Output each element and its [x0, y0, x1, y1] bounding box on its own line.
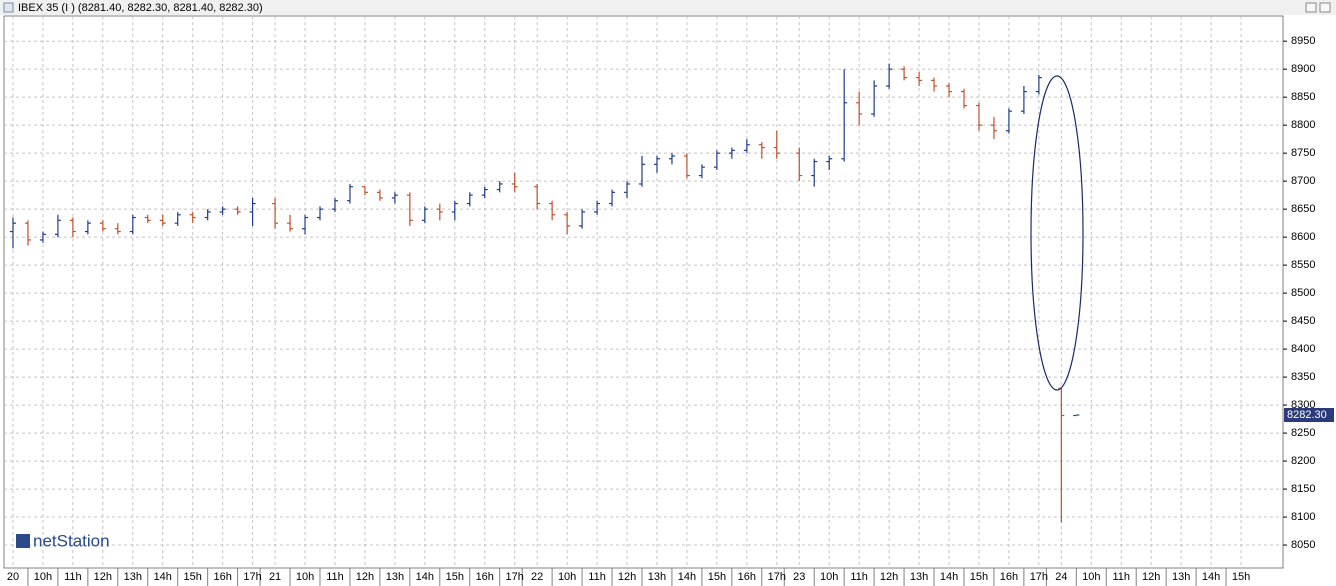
y-tick-label: 8950 [1291, 35, 1315, 47]
x-tick-label: 17h [243, 571, 261, 583]
window-icon [3, 2, 14, 13]
x-tick-label: 10h [558, 571, 576, 583]
x-tick-label: 23 [793, 571, 805, 583]
y-tick-label: 8750 [1291, 147, 1315, 159]
last-price-tag [1284, 407, 1334, 422]
x-tick-label: 11h [1112, 571, 1130, 583]
x-tick-label: 15h [708, 571, 726, 583]
y-tick-label: 8500 [1291, 287, 1315, 299]
y-tick-label: 8450 [1291, 315, 1315, 327]
x-tick-label: 13h [1172, 571, 1190, 583]
x-tick-label: 24 [1055, 571, 1067, 583]
bars [9, 63, 1080, 523]
plot-area [3, 15, 1284, 569]
x-tick-label: 12h [1142, 571, 1160, 583]
x-tick-label: 13h [386, 571, 404, 583]
x-tick-label: 11h [588, 571, 606, 583]
y-tick-label: 8700 [1291, 175, 1315, 187]
y-tick-label: 8600 [1291, 231, 1315, 243]
x-tick-label: 12h [94, 571, 112, 583]
y-tick-label: 8650 [1291, 203, 1315, 215]
x-tick-label: 15h [446, 571, 464, 583]
x-tick-label: 10h [34, 571, 52, 583]
x-tick-label: 17h [506, 571, 524, 583]
logo-icon [16, 534, 30, 548]
x-tick-label: 14h [940, 571, 958, 583]
x-tick-label: 10h [296, 571, 314, 583]
x-tick-label: 12h [880, 571, 898, 583]
x-tick-label: 12h [618, 571, 636, 583]
title-bar [0, 0, 1336, 15]
x-tick-label: 11h [326, 571, 344, 583]
x-tick-label: 20 [7, 571, 19, 583]
x-tick-label: 17h [1030, 571, 1048, 583]
x-tick-label: 17h [768, 571, 786, 583]
grid [4, 16, 1287, 586]
chart-title: IBEX 35 (I ) (8281.40, 8282.30, 8281.40,… [18, 2, 263, 14]
y-tick-label: 8300 [1291, 399, 1315, 411]
y-tick-label: 8900 [1291, 63, 1315, 75]
x-tick-label: 10h [1082, 571, 1100, 583]
x-tick-label: 14h [154, 571, 172, 583]
y-tick-label: 8100 [1291, 511, 1315, 523]
x-tick-label: 11h [64, 571, 82, 583]
x-tick-label: 21 [269, 571, 281, 583]
x-tick-label: 14h [678, 571, 696, 583]
minimize-button[interactable] [1305, 2, 1317, 13]
x-tick-label: 16h [213, 571, 231, 583]
x-tick-label: 10h [820, 571, 838, 583]
x-tick-label: 15h [1232, 571, 1250, 583]
x-tick-label: 22 [531, 571, 543, 583]
x-tick-label: 16h [1000, 571, 1018, 583]
logo: netStation [33, 531, 110, 550]
x-tick-label: 14h [1202, 571, 1220, 583]
x-tick-label: 16h [738, 571, 756, 583]
y-tick-label: 8850 [1291, 91, 1315, 103]
y-tick-label: 8350 [1291, 371, 1315, 383]
x-tick-label: 15h [970, 571, 988, 583]
x-tick-label: 16h [476, 571, 494, 583]
last-price-label: 8282.30 [1287, 409, 1327, 421]
x-tick-label: 12h [356, 571, 374, 583]
y-tick-label: 8800 [1291, 119, 1315, 131]
x-tick-label: 13h [648, 571, 666, 583]
x-tick-label: 15h [184, 571, 202, 583]
x-tick-label: 13h [124, 571, 142, 583]
highlight-ellipse [1030, 75, 1084, 391]
x-tick-label: 13h [910, 571, 928, 583]
y-tick-label: 8250 [1291, 427, 1315, 439]
y-tick-label: 8550 [1291, 259, 1315, 271]
y-tick-label: 8400 [1291, 343, 1315, 355]
x-tick-label: 14h [416, 571, 434, 583]
y-tick-label: 8200 [1291, 455, 1315, 467]
x-tick-label: 11h [850, 571, 868, 583]
y-tick-label: 8150 [1291, 483, 1315, 495]
y-tick-label: 8050 [1291, 539, 1315, 551]
close-button[interactable] [1319, 2, 1331, 13]
